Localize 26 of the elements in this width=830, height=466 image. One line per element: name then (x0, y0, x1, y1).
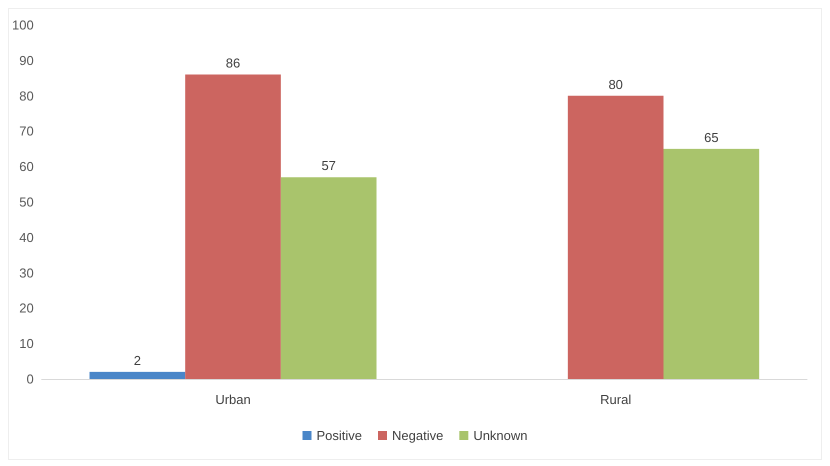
data-label: 80 (608, 76, 623, 92)
y-tick-label: 100 (12, 18, 34, 32)
y-tick-label: 0 (26, 372, 34, 386)
y-tick-label: 80 (19, 88, 34, 104)
y-tick-label: 70 (19, 124, 34, 139)
y-tick-label: 10 (19, 336, 34, 352)
y-tick-label: 20 (19, 300, 34, 316)
x-tick-label: Rural (600, 392, 632, 407)
data-label: 57 (321, 158, 336, 174)
y-tick-label: 60 (19, 159, 34, 174)
data-label: 2 (134, 352, 141, 368)
y-tick-label: 40 (19, 230, 34, 245)
bar (664, 148, 760, 379)
legend-label: Positive (316, 428, 362, 443)
x-tick-label: Urban (215, 392, 251, 407)
data-label: 65 (704, 130, 719, 145)
y-tick-label: 50 (19, 194, 34, 210)
y-tick-label: 30 (19, 265, 34, 280)
legend-label: Unknown (473, 428, 528, 443)
data-label: 86 (226, 56, 240, 71)
bar (280, 177, 377, 379)
y-tick-label: 90 (19, 52, 34, 68)
bar (568, 96, 664, 379)
bar (185, 74, 281, 379)
bar (90, 372, 186, 379)
legend-label: Negative (392, 428, 444, 443)
